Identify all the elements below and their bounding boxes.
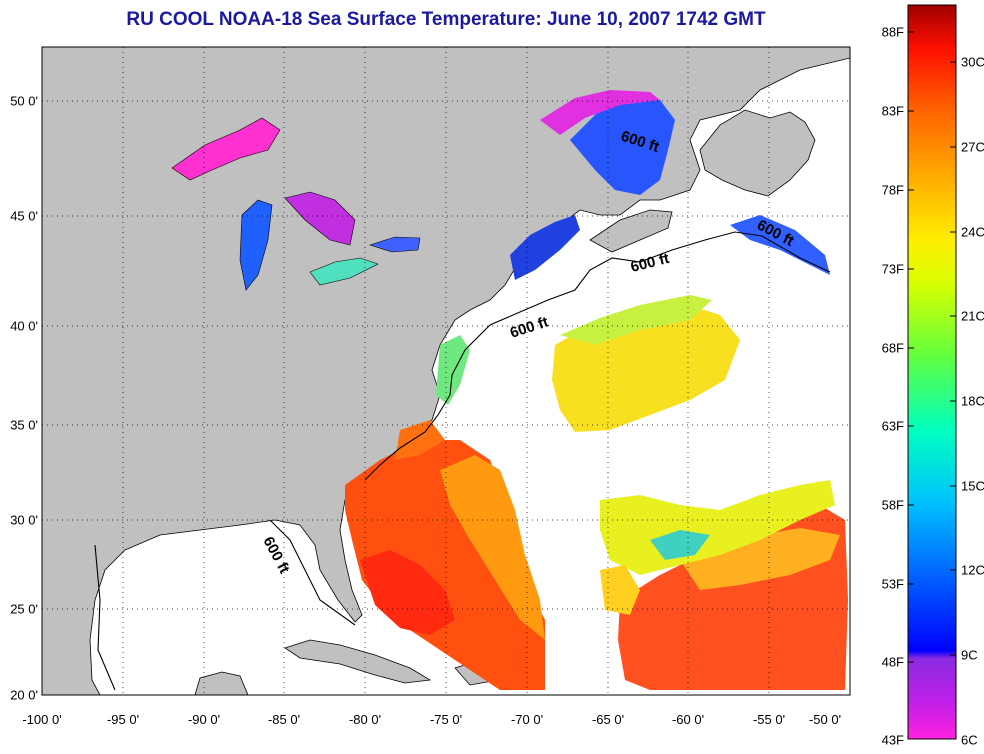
y-tick-label: 35 0' [10, 417, 38, 433]
colorbar-c-label: 18C [961, 393, 984, 409]
lake-huron [284, 191, 356, 246]
sst-midocean-cyan [650, 530, 710, 560]
colorbar-f-label: 83F [881, 103, 904, 119]
y-tick-label: 45 0' [10, 208, 38, 224]
lake-superior [171, 117, 281, 181]
x-tick-label: -100 0' [22, 712, 62, 727]
colorbar-c-label: 27C [961, 139, 984, 155]
sst-slope-water-upper [560, 295, 712, 345]
x-tick-label: -50 0' [808, 712, 842, 727]
y-tick-label: 25 0' [10, 601, 38, 617]
x-tick-label: -65 0' [591, 712, 625, 727]
x-tick-label: -70 0' [510, 712, 544, 727]
colorbar-c-label: 24C [961, 224, 984, 240]
colorbar-f-label: 53F [881, 576, 904, 592]
colorbar-ticks [908, 31, 956, 663]
isobath-600ft [94, 231, 831, 691]
lake-erie [309, 257, 379, 286]
sst-mid-atlantic-shelf [436, 335, 470, 405]
lake-ontario [369, 236, 421, 253]
colorbar-c-label: 30C [961, 54, 984, 70]
colorbar-f-label: 73F [881, 261, 904, 277]
colorbar-f-label: 43F [881, 732, 904, 748]
sst-st-lawrence-pink [540, 90, 660, 135]
colorbar-c-label: 21C [961, 308, 984, 324]
y-tick-label: 30 0' [10, 512, 38, 528]
sst-midocean-patch [600, 565, 640, 615]
x-tick-label: -55 0' [752, 712, 786, 727]
colorbar-f-label: 48F [881, 654, 904, 670]
sst-gulf-st-lawrence [570, 98, 675, 195]
gridlines [42, 47, 850, 695]
x-tick-label: -75 0' [429, 712, 463, 727]
x-tick-label: -95 0' [106, 712, 140, 727]
colorbar-f-label: 58F [881, 497, 904, 513]
x-tick-label: -80 0' [348, 712, 382, 727]
land-newfoundland [699, 109, 816, 197]
sst-gulf-of-maine [510, 215, 580, 280]
lake-michigan [239, 199, 273, 291]
sst-sargasso-orange [680, 528, 840, 590]
colorbar-c-label: 9C [961, 647, 978, 663]
land-cuba [284, 639, 432, 684]
colorbar-f-label: 78F [881, 182, 904, 198]
colorbar [907, 4, 957, 740]
y-tick-label: 20 0' [10, 687, 38, 703]
x-tick-label: -90 0' [187, 712, 221, 727]
colorbar-f-label: 88F [881, 24, 904, 40]
land-yucatan [194, 671, 249, 695]
land-nova-scotia [589, 209, 673, 253]
x-tick-label: -85 0' [267, 712, 301, 727]
sst-carolina-warm [395, 420, 445, 460]
sst-bahamas-red [360, 550, 455, 635]
y-tick-label: 50 0' [10, 93, 38, 109]
colorbar-c-label: 12C [961, 562, 984, 578]
x-tick-label: -60 0' [671, 712, 705, 727]
y-tick-label: 40 0' [10, 318, 38, 334]
colorbar-c-label: 15C [961, 478, 984, 494]
colorbar-c-label: 6C [961, 732, 978, 748]
map-title: RU COOL NOAA-18 Sea Surface Temperature:… [126, 9, 766, 30]
sst-southeast-orange [440, 455, 545, 640]
colorbar-f-label: 68F [881, 340, 904, 356]
colorbar-f-label: 63F [881, 418, 904, 434]
